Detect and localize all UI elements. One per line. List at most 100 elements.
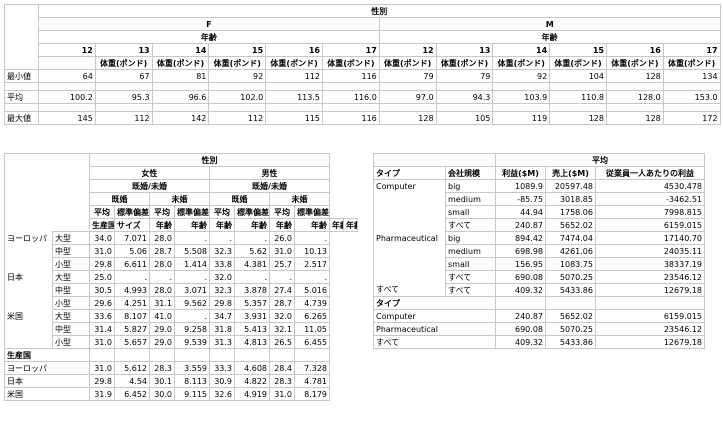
t1-cell-value: 112 xyxy=(94,111,153,125)
t2-row: 中型 31.0 5.06 28.7 5.508 32.3 5.62 31.0 10.13 xyxy=(4,244,358,258)
t2-summary-value: 28.3 xyxy=(149,361,175,375)
t2-country-label: 米国 xyxy=(4,309,53,323)
t2-cell-value: 3.931 xyxy=(234,309,270,323)
t3-cell-value: 240.87 xyxy=(495,218,546,232)
t1-spacer-cell xyxy=(378,82,437,91)
t2-marital-label-m: 既婚/未婚 xyxy=(209,179,330,193)
t2-summary-label: ヨーロッパ xyxy=(4,361,90,375)
t3-cell-value: 44.94 xyxy=(495,205,546,219)
t3-type-label xyxy=(373,257,446,271)
t3-type-label xyxy=(373,270,446,284)
t2-summary-value: 31.0 xyxy=(89,361,115,375)
t1-measure-label: 体重(ポンド) xyxy=(94,56,153,70)
t3-cell-value: 1089.9 xyxy=(495,179,546,193)
t2-unit-label: 年齢 xyxy=(269,218,295,232)
t3-row: すべて すべて 409.32 5433.86 12679.18 xyxy=(373,283,705,297)
t3-size-label: small xyxy=(445,257,496,271)
t2-cell-value: . xyxy=(174,270,210,284)
t2-variable-label: 性別 xyxy=(89,153,330,167)
t1-group-f: F xyxy=(38,17,380,31)
t3-cell-value: 5070.25 xyxy=(545,270,596,284)
t2-cell-value: 5.06 xyxy=(114,244,150,258)
t1-cell-value: 116.0 xyxy=(321,90,380,104)
t2-cell-value: 2.517 xyxy=(294,257,330,271)
t1-cell-value: 95.3 xyxy=(94,90,153,104)
t2-status-m-single: 未婚 xyxy=(269,192,330,206)
t1-age-value: 12 xyxy=(38,43,96,57)
t1-cell-value: 128 xyxy=(378,111,437,125)
t1-spacer-cell xyxy=(662,103,721,112)
t2-unit-label: 年齢 xyxy=(294,218,330,232)
t1-spacer-cell xyxy=(662,82,721,91)
t2-cell-value: . xyxy=(174,309,210,323)
t3-subtable-title-row: タイプ xyxy=(373,296,705,310)
t2-cell-value: . xyxy=(209,231,235,245)
t1-cell-value: 96.6 xyxy=(151,90,210,104)
t2-stat-label: 平均 xyxy=(269,205,295,219)
t1-cell-value: 128 xyxy=(605,69,664,83)
t2-subtable-blank xyxy=(174,348,210,362)
t2-row: ヨーロッパ 大型 34.0 7.071 28.0... 26.0. xyxy=(4,231,358,245)
t2-cell-value: 8.107 xyxy=(114,309,150,323)
t1-measure-label: 体重(ポンド) xyxy=(492,56,551,70)
t3-stat-label: 平均 xyxy=(495,153,705,167)
t1-cell-value: 92 xyxy=(492,69,551,83)
t2-cell-value: 5.508 xyxy=(174,244,210,258)
t2-cell-value: 32.0 xyxy=(209,270,235,284)
t1-cell-value: 79 xyxy=(435,69,494,83)
t2-cell-value: 31.3 xyxy=(209,335,235,349)
t1-cell-value: 92 xyxy=(208,69,267,83)
t1-group-m: M xyxy=(378,17,721,31)
t3-cell-value: 156.95 xyxy=(495,257,546,271)
t1-stat-row: 平均 100.2 95.3 96.6 102.0 113.5 116.0 97.0 94.3 10… xyxy=(4,90,721,104)
t2-summary-value: 29.8 xyxy=(89,374,115,388)
t1-age-value: 15 xyxy=(549,43,607,57)
t1-age-value: 15 xyxy=(208,43,267,57)
t2-stat-label: 平均 xyxy=(209,205,235,219)
t2-subtable-title-row: 生産国 xyxy=(4,348,358,362)
t2-size-label: 大型 xyxy=(52,231,90,245)
t2-cell-value: 34.0 xyxy=(89,231,115,245)
t1-cell-value: 103.9 xyxy=(492,90,551,104)
t2-country-label xyxy=(4,257,53,271)
t2-summary-value: 9.115 xyxy=(174,387,210,401)
t2-cell-value: . xyxy=(269,270,295,284)
t1-spacer-cell xyxy=(265,103,323,112)
t3-cell-value: 4261.06 xyxy=(545,244,596,258)
t1-spacer-cell xyxy=(435,82,494,91)
t2-group-female: 女性 xyxy=(89,166,210,180)
t2-summary-value: 30.9 xyxy=(209,374,235,388)
t2-col-size: サイズ xyxy=(114,218,150,232)
t2-status-f-single: 未婚 xyxy=(149,192,210,206)
t2-cell-value: 6.265 xyxy=(294,309,330,323)
t1-cell-value: 119 xyxy=(492,111,551,125)
t2-subtable-blank xyxy=(89,348,115,362)
t2-summary-row: 日本 29.8 4.54 30.1 8.113 30.9 4.822 28.3 4.781 xyxy=(4,374,358,388)
t2-summary-value: 8.113 xyxy=(174,374,210,388)
t2-cell-value: 28.7 xyxy=(269,296,295,310)
t3-subtable-blank xyxy=(495,296,546,310)
t2-country-label xyxy=(4,335,53,349)
t2-cell-value: 32.3 xyxy=(209,244,235,258)
t2-subtable-title: 生産国 xyxy=(4,348,90,362)
t1-cell-value: 172 xyxy=(662,111,721,125)
t2-cell-value: 5.413 xyxy=(234,322,270,336)
t1-spacer-cell xyxy=(605,82,664,91)
t1-cell-value: 153.0 xyxy=(662,90,721,104)
t2-cell-value: 30.5 xyxy=(89,283,115,297)
t1-measure-stub xyxy=(38,56,96,70)
t3-cell-value: -85.75 xyxy=(495,192,546,206)
t1-cell-value: 97.0 xyxy=(378,90,437,104)
t1-spacer-cell xyxy=(151,103,210,112)
t3-summary-value: 240.87 xyxy=(495,309,546,323)
t2-cell-value: 4.813 xyxy=(234,335,270,349)
t1-row-label: 平均 xyxy=(4,90,39,104)
t2-cell-value: 3.878 xyxy=(234,283,270,297)
t2-summary-value: 4.54 xyxy=(114,374,150,388)
t1-age-value: 14 xyxy=(151,43,210,57)
t3-type-label xyxy=(373,244,446,258)
t2-row: 中型 31.4 5.827 29.0 9.258 31.8 5.413 32.1 11.05 xyxy=(4,322,358,336)
t1-cell-value: 67 xyxy=(94,69,153,83)
t1-cell-value: 102.0 xyxy=(208,90,267,104)
t3-summary-row: Computer 240.87 5652.02 6159.015 xyxy=(373,309,705,323)
